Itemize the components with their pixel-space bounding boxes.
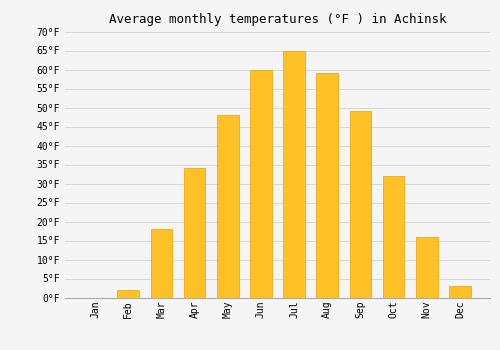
Bar (383, 176, 404, 298)
Bar (316, 73, 338, 298)
Bar (250, 70, 272, 298)
Title: Average monthly temperatures (°F ) in Achinsk: Average monthly temperatures (°F ) in Ac… (109, 13, 446, 26)
Bar (118, 290, 139, 298)
Bar (150, 229, 172, 298)
Bar (350, 111, 371, 298)
Bar (449, 286, 470, 298)
Bar (284, 50, 305, 298)
Bar (217, 115, 238, 298)
Bar (184, 168, 206, 298)
Bar (416, 237, 438, 298)
